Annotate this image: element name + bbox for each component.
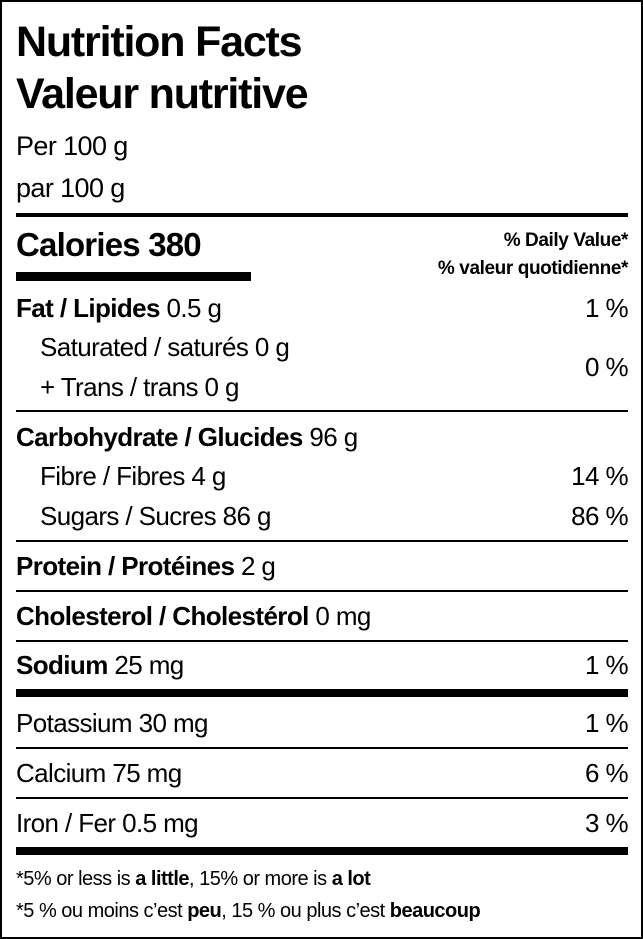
calcium-label: Calcium (16, 758, 106, 788)
footnote-bold: beaucoup (389, 900, 481, 922)
divider-thick (16, 847, 628, 855)
sodium-label: Sodium (16, 650, 108, 680)
footnote-bold: a lot (331, 868, 371, 890)
footnote-en: *5% or less is a little, 15% or more is … (16, 866, 371, 892)
saturated-label: Saturated / saturés (40, 332, 249, 362)
footnote-text: , 15% or more is (189, 868, 332, 890)
saturated-row: Saturated / saturés 0 g (40, 332, 290, 362)
iron-label: Iron / Fer (16, 808, 116, 838)
footnote-bold: a little (135, 868, 190, 890)
sodium-dv: 1 % (584, 650, 629, 680)
calories-value: 380 (148, 226, 201, 263)
divider (16, 410, 628, 412)
title-en: Nutrition Facts (16, 18, 303, 66)
fat-amount: 0.5 g (166, 293, 222, 323)
carb-amount: 96 g (309, 422, 358, 452)
potassium-amount: 30 mg (138, 708, 209, 738)
sugars-dv: 86 % (571, 501, 628, 531)
divider-thick (16, 689, 628, 697)
calcium-dv: 6 % (584, 758, 629, 788)
calories: Calories 380 (16, 226, 202, 264)
sugars-row: Sugars / Sucres 86 g (40, 501, 271, 531)
divider (16, 640, 628, 642)
daily-value-fr: % valeur quotidienne* (437, 258, 628, 279)
fibre-label: Fibre / Fibres (40, 461, 185, 491)
sat-trans-dv: 0 % (584, 352, 629, 382)
serving-fr: par 100 g (16, 173, 125, 203)
divider (16, 540, 628, 542)
saturated-amount: 0 g (254, 332, 290, 362)
potassium-dv: 1 % (584, 708, 629, 738)
trans-row: + Trans / trans 0 g (40, 372, 239, 402)
fibre-dv: 14 % (571, 461, 628, 491)
potassium-row: Potassium 30 mg (16, 708, 208, 738)
protein-label: Protein / Protéines (16, 551, 235, 581)
sugars-label: Sugars / Sucres (40, 501, 217, 531)
fat-label: Fat / Lipides (16, 293, 160, 323)
carb-row: Carbohydrate / Glucides 96 g (16, 422, 358, 452)
sodium-amount: 25 mg (114, 650, 184, 680)
divider (16, 747, 628, 749)
footnote-text: *5% or less is (16, 868, 136, 890)
footnote-bold: peu (187, 900, 222, 922)
calories-label: Calories (16, 226, 141, 263)
sugars-amount: 86 g (222, 501, 272, 531)
fat-row: Fat / Lipides 0.5 g (16, 293, 222, 323)
title-fr: Valeur nutritive (16, 70, 309, 118)
footnote-text: *5 % ou moins c’est (16, 900, 188, 922)
iron-dv: 3 % (584, 808, 629, 838)
fat-dv: 1 % (584, 293, 629, 323)
calcium-row: Calcium 75 mg (16, 758, 182, 788)
potassium-label: Potassium (16, 708, 133, 738)
iron-row: Iron / Fer 0.5 mg (16, 808, 199, 838)
footnote-fr: *5 % ou moins c’est peu, 15 % ou plus c’… (16, 898, 481, 924)
iron-amount: 0.5 mg (122, 808, 198, 838)
cholesterol-label: Cholesterol / Cholestérol (16, 601, 309, 631)
divider (16, 797, 628, 799)
trans-label: + Trans / trans (40, 372, 199, 402)
footnote-text: , 15 % ou plus c’est (221, 900, 390, 922)
daily-value-en: % Daily Value* (503, 230, 629, 251)
divider (16, 590, 628, 592)
cholesterol-row: Cholesterol / Cholestérol 0 mg (16, 601, 371, 631)
trans-amount: 0 g (204, 372, 240, 402)
divider (16, 213, 628, 217)
calories-bar (16, 272, 251, 281)
cholesterol-amount: 0 mg (315, 601, 371, 631)
serving-en: Per 100 g (16, 131, 128, 161)
fibre-row: Fibre / Fibres 4 g (40, 461, 226, 491)
fibre-amount: 4 g (191, 461, 226, 491)
sodium-row: Sodium 25 mg (16, 650, 184, 680)
protein-amount: 2 g (240, 551, 276, 581)
calcium-amount: 75 mg (112, 758, 182, 788)
protein-row: Protein / Protéines 2 g (16, 551, 276, 581)
carb-label: Carbohydrate / Glucides (16, 422, 303, 452)
